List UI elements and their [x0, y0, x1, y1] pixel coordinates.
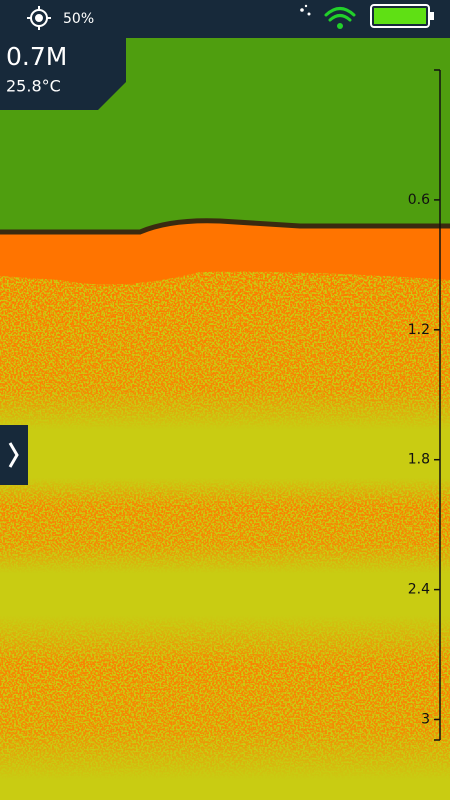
temperature-reading: 25.8°C: [6, 77, 61, 96]
return-band: [0, 478, 450, 573]
scale-tick-label: 1.8: [408, 452, 430, 468]
target-icon: [27, 6, 51, 30]
readings-panel: [0, 38, 126, 110]
side-menu-tab[interactable]: [0, 425, 28, 485]
sonar-returns: [0, 270, 450, 780]
scale-tick-label: 2.4: [408, 582, 430, 598]
depth-scale: 0.6 1.2 1.8 2.4 3: [408, 69, 441, 741]
scale-tick-label: 0.6: [408, 192, 430, 208]
wifi-icon: [324, 7, 356, 29]
scale-tick-label: 1.2: [408, 322, 430, 338]
return-band: [0, 615, 450, 780]
battery-icon: [370, 4, 434, 28]
scale-tick-label: 3: [421, 712, 430, 728]
bottom-line: [0, 218, 450, 235]
night-mode-icon[interactable]: [287, 4, 311, 29]
depth-reading: 0.7M: [6, 42, 67, 71]
return-band: [0, 270, 450, 430]
sensor-level: 50%: [63, 11, 94, 27]
bottom-return: [0, 221, 450, 285]
